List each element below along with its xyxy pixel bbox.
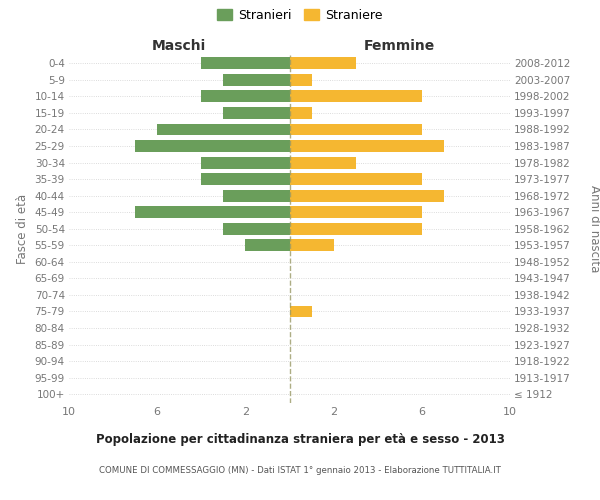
Bar [290,156,356,168]
Bar [135,206,290,218]
Bar [290,306,311,318]
Bar [223,190,290,202]
Bar [290,206,422,218]
Legend: Stranieri, Straniere: Stranieri, Straniere [215,6,386,24]
Bar [290,173,422,185]
Text: Femmine: Femmine [364,38,436,52]
Bar [245,240,290,252]
Bar [223,107,290,119]
Bar [202,156,290,168]
Y-axis label: Fasce di età: Fasce di età [16,194,29,264]
Bar [290,90,422,102]
Bar [290,74,311,86]
Text: Maschi: Maschi [152,38,206,52]
Bar [290,140,444,152]
Bar [223,223,290,234]
Text: Popolazione per cittadinanza straniera per età e sesso - 2013: Popolazione per cittadinanza straniera p… [95,432,505,446]
Bar [202,90,290,102]
Bar [290,107,311,119]
Text: COMUNE DI COMMESSAGGIO (MN) - Dati ISTAT 1° gennaio 2013 - Elaborazione TUTTITAL: COMUNE DI COMMESSAGGIO (MN) - Dati ISTAT… [99,466,501,475]
Bar [135,140,290,152]
Bar [290,240,334,252]
Bar [202,58,290,69]
Bar [290,124,422,136]
Bar [290,58,356,69]
Bar [290,223,422,234]
Bar [290,190,444,202]
Y-axis label: Anni di nascita: Anni di nascita [587,185,600,272]
Bar [157,124,290,136]
Bar [223,74,290,86]
Bar [202,173,290,185]
